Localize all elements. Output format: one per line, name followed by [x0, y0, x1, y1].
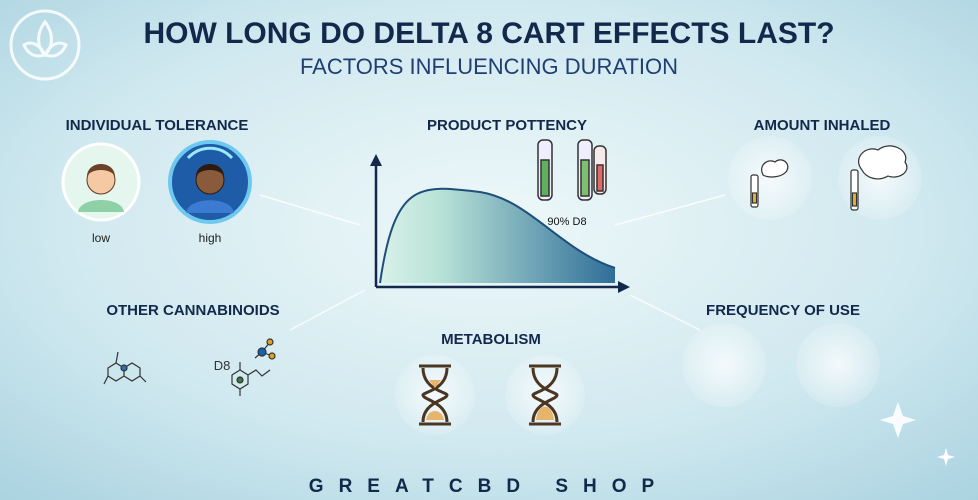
connectors [259, 194, 726, 331]
title: HOW LONG DO DELTA 8 CART EFFECTS LAST? [143, 17, 834, 50]
icon-rect [751, 192, 758, 204]
curve-line [379, 187, 616, 284]
tolerance-level: low [92, 231, 110, 245]
molecules [103, 338, 276, 396]
cartridges [537, 139, 607, 201]
icon-path [22, 19, 68, 58]
icon-rect [540, 159, 550, 197]
frequency-low [682, 323, 766, 407]
icon-line [289, 289, 366, 331]
factor-label: METABOLISM [441, 331, 541, 348]
molecule-label: D8 [214, 358, 231, 373]
icon-circle [395, 355, 475, 435]
tolerance-level: high [199, 231, 222, 245]
factor-label: INDIVIDUAL TOLERANCE [66, 117, 249, 134]
factor-label: FREQUENCY OF USE [706, 302, 860, 319]
icon-path [103, 351, 147, 385]
axis-arrow [370, 154, 382, 166]
icon-line [614, 194, 726, 226]
icon-circle [266, 338, 274, 346]
icon-circle [268, 352, 276, 360]
icon-rect [596, 164, 604, 192]
icon-circle [505, 355, 585, 435]
icon-line [259, 194, 361, 226]
icon-path [536, 406, 554, 420]
logo [9, 9, 81, 81]
icon-path [761, 159, 789, 178]
icon-path [186, 200, 234, 213]
sparkle [937, 448, 955, 466]
icon-rect [851, 192, 858, 207]
icon-path [858, 145, 908, 180]
icon-path [419, 364, 451, 426]
axis-arrow [618, 281, 630, 293]
icon-path [231, 362, 271, 396]
person-high [168, 140, 252, 224]
person-low [61, 142, 141, 222]
icon-circle [236, 376, 244, 384]
icon-circle [120, 364, 128, 372]
icon-path [426, 411, 444, 420]
frequency-high [796, 323, 880, 407]
icon-path [87, 164, 115, 176]
factor-label: PRODUCT POTTENCY [427, 117, 587, 134]
icon-path [78, 200, 124, 212]
icon-circle [9, 9, 81, 81]
icon-path [186, 146, 234, 160]
icon-circle [257, 347, 267, 357]
curve-area [380, 188, 615, 283]
duration-curve [370, 154, 630, 293]
sparkle [880, 402, 916, 438]
icon-line [629, 294, 701, 331]
icon-path [196, 164, 224, 176]
brand: GREATCBD SHOP [309, 476, 669, 497]
icon-path [429, 380, 441, 388]
potency-label: 90% D8 [547, 216, 586, 228]
subtitle: FACTORS INFLUENCING DURATION [300, 54, 678, 79]
amount-small [728, 136, 812, 220]
hourglasses [395, 355, 585, 435]
icon-rect [580, 159, 590, 197]
icon-path [529, 364, 561, 426]
vapes [750, 145, 908, 211]
factor-label: OTHER CANNABINOIDS [106, 302, 279, 319]
factor-label: AMOUNT INHALED [754, 117, 891, 134]
